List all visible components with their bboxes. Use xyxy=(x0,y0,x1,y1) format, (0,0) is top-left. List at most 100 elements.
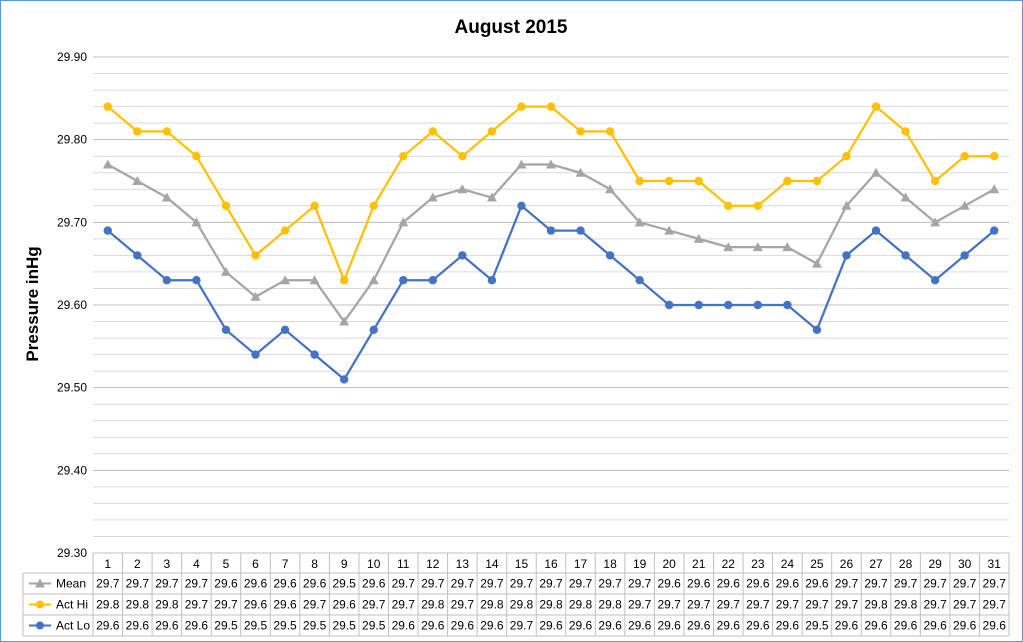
data-point xyxy=(783,300,792,310)
data-point xyxy=(251,350,260,359)
data-point xyxy=(990,152,999,161)
table-cell: 29.7 xyxy=(953,577,977,591)
legend-label: Mean xyxy=(56,577,86,591)
data-point xyxy=(871,102,881,111)
table-cell: 29.6 xyxy=(185,619,209,633)
table-cell: 29.5 xyxy=(805,619,829,633)
x-tick-label: 15 xyxy=(515,557,529,571)
x-tick-label: 31 xyxy=(988,557,1002,571)
x-tick-label: 17 xyxy=(574,557,588,571)
x-tick-label: 19 xyxy=(633,557,647,571)
x-tick-label: 6 xyxy=(252,557,259,571)
table-cell: 29.7 xyxy=(362,598,386,612)
x-tick-label: 23 xyxy=(751,557,765,571)
data-point xyxy=(280,226,290,235)
x-tick-label: 9 xyxy=(341,557,348,571)
data-point xyxy=(782,242,793,252)
table-cell: 29.5 xyxy=(332,577,356,591)
table-cell: 29.7 xyxy=(126,577,150,591)
data-point xyxy=(812,176,822,186)
data-point xyxy=(901,251,910,260)
table-cell: 29.8 xyxy=(894,598,918,612)
table-cell: 29.6 xyxy=(864,619,888,633)
x-tick-label: 11 xyxy=(397,557,410,571)
data-point xyxy=(399,276,408,285)
data-point xyxy=(783,176,792,186)
table-cell: 29.6 xyxy=(746,619,770,633)
table-cell: 29.7 xyxy=(687,598,711,612)
y-tick-label: 29.60 xyxy=(57,298,87,312)
data-point xyxy=(724,300,733,310)
legend-label: Act Hi xyxy=(56,598,88,612)
data-point xyxy=(517,201,526,210)
legend-label: Act Lo xyxy=(56,619,90,633)
table-cell: 29.8 xyxy=(864,598,888,612)
data-point xyxy=(575,167,586,177)
table-cell: 29.7 xyxy=(658,598,682,612)
table-cell: 29.8 xyxy=(598,598,622,612)
data-point xyxy=(309,275,320,285)
data-point xyxy=(220,266,231,276)
data-point xyxy=(192,152,201,161)
table-cell: 29.7 xyxy=(392,598,416,612)
data-point xyxy=(811,258,822,268)
table-cell: 29.6 xyxy=(983,619,1007,633)
data-point xyxy=(635,176,644,186)
data-point xyxy=(280,325,290,334)
table-cell: 29.6 xyxy=(244,598,268,612)
table-cell: 29.6 xyxy=(953,619,977,633)
data-point xyxy=(694,300,703,310)
data-point xyxy=(132,176,143,185)
table-cell: 29.6 xyxy=(273,598,297,612)
table-cell: 29.7 xyxy=(96,577,120,591)
table-cell: 29.6 xyxy=(303,577,327,591)
data-point xyxy=(901,127,910,136)
data-point xyxy=(398,217,409,227)
table-cell: 29.8 xyxy=(480,598,504,612)
table-cell: 29.7 xyxy=(983,577,1007,591)
series-line-act-hi xyxy=(107,105,995,282)
table-cell: 29.7 xyxy=(421,577,445,591)
table-cell: 29.5 xyxy=(332,619,356,633)
data-point xyxy=(368,275,379,285)
table-cell: 29.6 xyxy=(362,577,386,591)
data-point xyxy=(457,184,468,194)
data-point xyxy=(930,276,940,285)
x-tick-label: 16 xyxy=(544,557,558,571)
x-tick-label: 28 xyxy=(899,557,913,571)
data-point xyxy=(133,127,142,136)
data-point xyxy=(221,201,231,210)
table-cell: 29.7 xyxy=(628,577,652,591)
y-tick-label: 29.50 xyxy=(57,381,87,395)
axes: 29.90 29.80 29.70 29.60 29.50 29.40 29.30 xyxy=(57,50,1009,560)
x-tick-label: 8 xyxy=(311,557,318,571)
data-point xyxy=(339,375,349,384)
table-cell: 29.7 xyxy=(923,577,947,591)
table-cell: 29.7 xyxy=(510,577,534,591)
y-tick-label: 29.40 xyxy=(57,463,87,477)
table-cell: 29.6 xyxy=(835,619,859,633)
data-point xyxy=(634,217,645,227)
data-point xyxy=(635,276,644,285)
data-point xyxy=(842,152,851,161)
x-tick-label: 24 xyxy=(781,557,795,571)
x-tick-label: 13 xyxy=(456,557,470,571)
x-tick-label: 30 xyxy=(958,557,972,571)
data-point xyxy=(486,192,497,202)
grid xyxy=(92,56,1010,636)
data-point xyxy=(517,102,526,111)
table-cell: 29.7 xyxy=(805,598,829,612)
table-cell: 29.7 xyxy=(864,577,888,591)
x-tick-label: 7 xyxy=(282,557,289,571)
data-point xyxy=(310,350,319,359)
x-tick-label: 3 xyxy=(164,557,171,571)
x-tick-label: 14 xyxy=(485,557,499,571)
table-cell: 29.5 xyxy=(214,619,238,633)
table-cell: 29.5 xyxy=(244,619,268,633)
table-cell: 29.6 xyxy=(717,619,741,633)
table-cell: 29.6 xyxy=(717,577,741,591)
x-tick-label: 18 xyxy=(603,557,617,571)
data-point xyxy=(871,167,882,177)
x-tick-label: 29 xyxy=(928,557,942,571)
